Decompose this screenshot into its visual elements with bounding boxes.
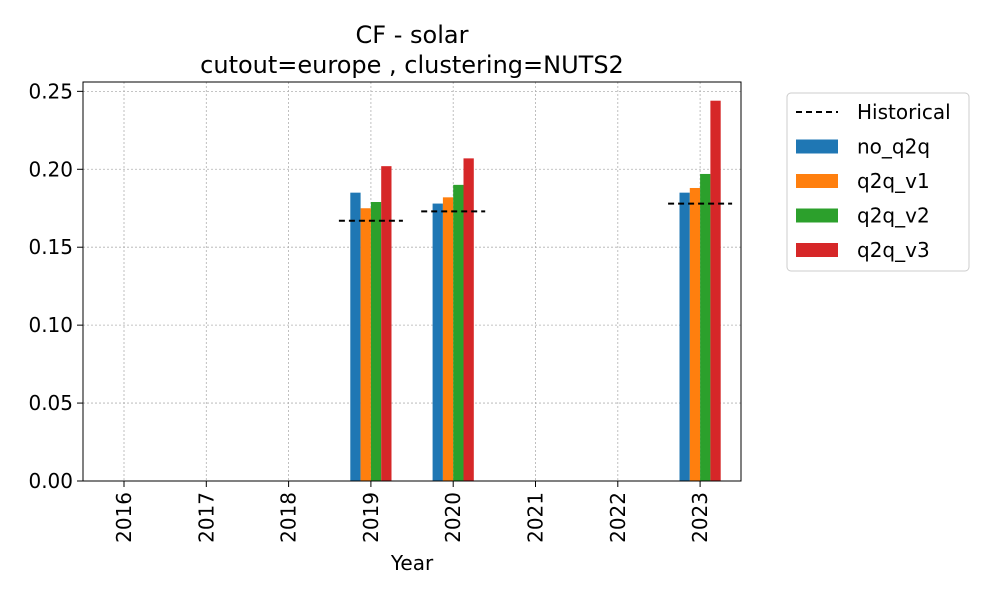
bar-q2q_v3-2020 [463,158,474,481]
y-tick-label: 0.10 [28,313,73,337]
y-tick-label: 0.20 [28,157,73,181]
chart-title: CF - solar [356,21,469,49]
legend: Historical no_q2q q2q_v1 q2q_v2 q2q_v3 [786,92,970,272]
x-tick-label: 2019 [359,492,383,543]
legend-swatch-q2q_v2 [796,208,838,223]
bar-q2q_v2-2019 [370,202,382,481]
chart-subtitle: cutout=europe , clustering=NUTS2 [200,51,624,79]
x-tick-label: 2018 [277,492,301,543]
bar-q2q_v3-2023 [710,100,721,481]
legend-label: q2q_v3 [857,238,930,262]
y-axis: 0.00 0.05 0.10 0.15 0.20 0.25 [28,79,83,493]
legend-label: no_q2q [857,135,930,159]
legend-label: q2q_v1 [857,169,930,193]
y-tick-label: 0.25 [28,79,73,103]
x-tick-label: 2021 [524,492,548,543]
bar-no_q2q-2019 [350,192,361,481]
legend-swatch-q2q_v3 [796,243,838,257]
bar-q2q_v2-2020 [453,184,464,481]
x-axis: 2016 2017 2018 2019 2020 2021 2022 2023 [112,481,712,543]
x-tick-label: 2020 [441,492,465,543]
x-tick-label: 2023 [688,492,712,543]
bar-q2q_v2-2023 [700,173,711,481]
bar-q2q_v1-2023 [689,187,701,481]
y-tick-label: 0.00 [28,469,73,493]
plot-frame [82,81,742,482]
bar-q2q_v1-2020 [442,197,454,481]
x-tick-label: 2016 [112,492,136,543]
bar-q2q_v3-2019 [381,166,392,481]
legend-label: q2q_v2 [857,204,930,228]
y-tick-label: 0.15 [28,235,73,259]
legend-swatch-no_q2q [796,139,838,154]
bars [350,100,721,481]
x-tick-label: 2017 [194,492,218,543]
legend-box [786,92,970,272]
legend-swatch-q2q_v1 [796,174,838,188]
grid [83,82,741,482]
x-tick-label: 2022 [606,492,630,543]
legend-label: Historical [857,100,951,124]
bar-no_q2q-2023 [679,192,690,481]
y-tick-label: 0.05 [28,391,73,415]
historical-lines [338,202,733,222]
bar-no_q2q-2020 [432,203,443,481]
x-axis-label: Year [390,551,434,575]
bar-q2q_v1-2019 [360,208,371,481]
